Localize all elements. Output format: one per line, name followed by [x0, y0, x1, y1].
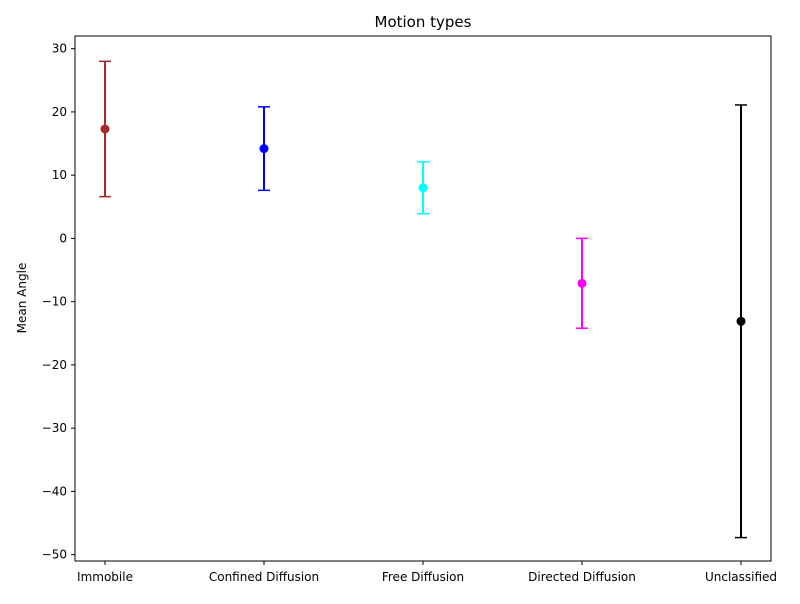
mean-point: [259, 144, 269, 154]
plot-area: −50 −40 −30 −20 −10 0 10 20 30 Immobile Confined D…: [42, 35, 777, 584]
y-tick-label: −20: [42, 358, 67, 372]
y-axis-label: Mean Angle: [15, 263, 29, 334]
plot-frame: [74, 35, 772, 562]
y-tick-label: 0: [59, 231, 67, 245]
y-tick-label: −50: [42, 548, 67, 562]
y-tick-label: −30: [42, 421, 67, 435]
x-tick-label: Immobile: [77, 570, 133, 584]
mean-point: [100, 124, 110, 134]
y-tick-label: 30: [52, 42, 67, 56]
x-tick-label: Free Diffusion: [382, 570, 464, 584]
mean-point: [418, 183, 428, 193]
y-tick-label: −40: [42, 484, 67, 498]
x-tick-label: Directed Diffusion: [528, 570, 636, 584]
mean-point: [577, 278, 587, 288]
mean-point: [736, 316, 746, 326]
y-tick-label: 10: [52, 168, 67, 182]
y-tick-label: −10: [42, 295, 67, 309]
chart-title: Motion types: [375, 13, 472, 31]
x-tick-label: Confined Diffusion: [209, 570, 319, 584]
x-tick-label: Unclassified: [705, 570, 777, 584]
y-tick-label: 20: [52, 105, 67, 119]
